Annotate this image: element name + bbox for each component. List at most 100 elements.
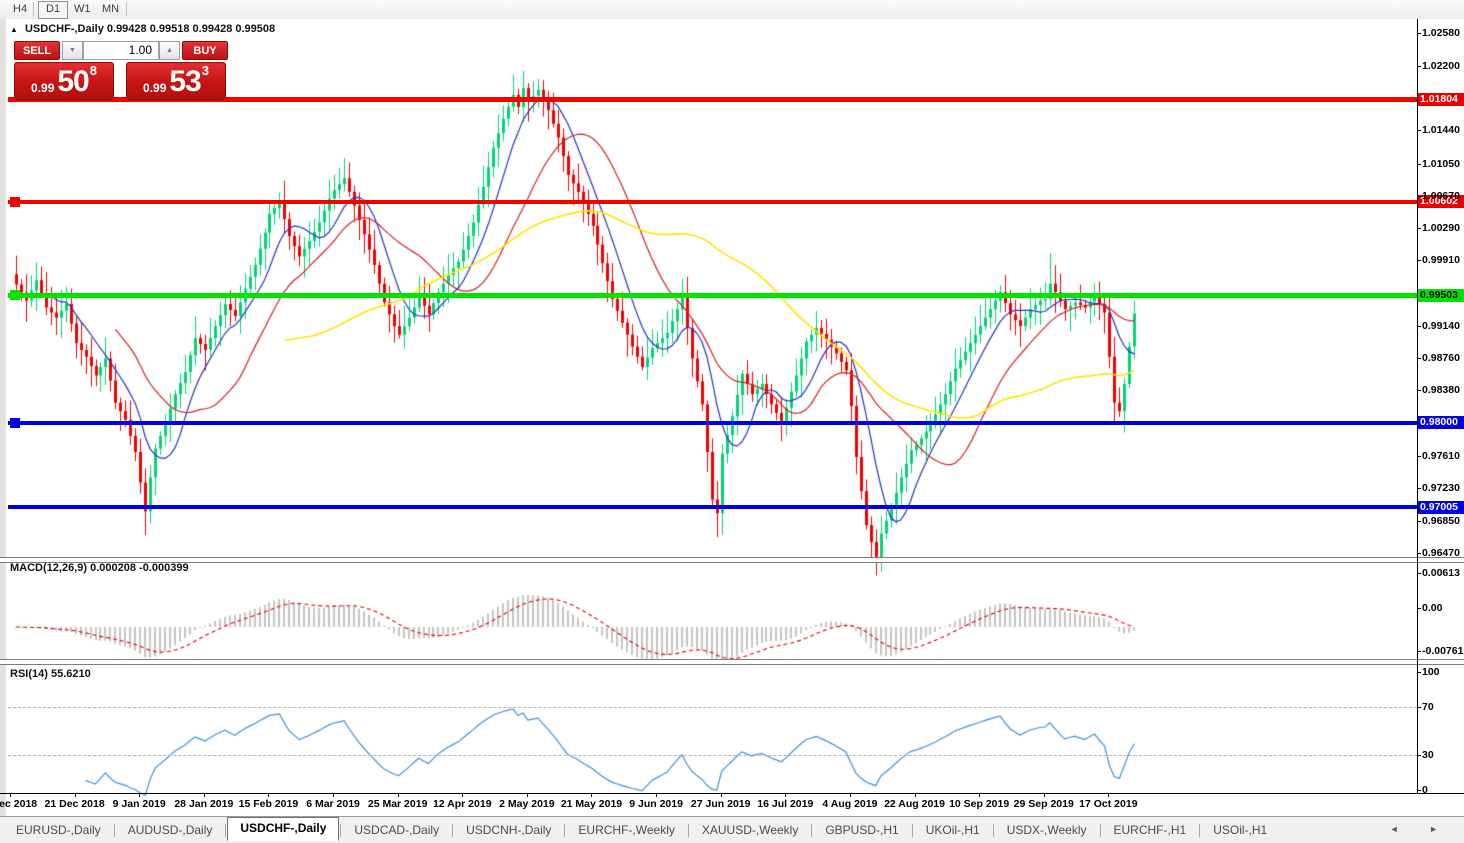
timeframe-mn-button[interactable]: MN [102, 3, 120, 15]
toolbar-separator [33, 2, 34, 16]
chart-tab-usoil-h1[interactable]: USOil-,H1 [1213, 823, 1268, 837]
macd-label: MACD(12,26,9) 0.000208 -0.000399 [10, 562, 189, 574]
tab-separator [811, 823, 813, 837]
rsi-tick-mark [1417, 672, 1421, 673]
chart-tab-usdcnh-daily[interactable]: USDCNH-,Daily [466, 823, 552, 837]
one-click-trading-panel: SELL ▼ 1.00 ▲ BUY 0.99 50 8 0.99 53 3 [14, 41, 228, 101]
timeframe-w1-button[interactable]: W1 [74, 3, 91, 15]
time-tick-label: 10 Sep 2019 [949, 798, 1010, 810]
chart-tab-usdcad-daily[interactable]: USDCAD-,Daily [354, 823, 440, 837]
chart-tab-audusd-daily[interactable]: AUDUSD-,Daily [127, 823, 213, 837]
price-level-badge: 1.01804 [1418, 92, 1464, 106]
rsi-tick-label: 100 [1422, 666, 1440, 678]
price-tick-mark [1417, 488, 1421, 490]
time-tick-mark [591, 793, 593, 797]
level-line[interactable] [8, 505, 1417, 510]
time-tick-label: 17 Oct 2019 [1079, 798, 1138, 810]
chart-tab-usdchf-daily[interactable]: USDCHF-,Daily [227, 817, 340, 841]
time-tick-label: 22 Aug 2019 [884, 798, 945, 810]
chart-tab-usdx-weekly[interactable]: USDX-,Weekly [1006, 823, 1087, 837]
sell-price-box[interactable]: 0.99 50 8 [14, 62, 114, 100]
price-tick-label: 1.00670 [1422, 189, 1460, 202]
time-tick-mark [139, 793, 141, 797]
price-tick-mark [1417, 195, 1421, 197]
level-line[interactable] [8, 96, 1417, 102]
tab-scroll-left-icon[interactable]: ◄ [1389, 824, 1413, 834]
price-level-badge: 0.98000 [1418, 416, 1464, 430]
volume-input[interactable]: 1.00 [83, 41, 159, 60]
time-tick-mark [74, 793, 76, 797]
timeframe-h4-button[interactable]: H4 [13, 3, 28, 15]
tab-scroll-right-icon[interactable]: ► [1429, 824, 1452, 834]
rsi-tick-label: 30 [1422, 748, 1434, 761]
level-line[interactable] [8, 420, 1417, 425]
macd-tick-label: 0.00 [1422, 602, 1443, 614]
tab-scroll-arrows: ◄ ► [1390, 824, 1452, 834]
price-tick-mark [1417, 520, 1421, 522]
price-tick-label: 0.96470 [1422, 546, 1460, 559]
time-tick-label: 21 Dec 2018 [44, 798, 105, 810]
chart-title: ▲ USDCHF-,Daily 0.99428 0.99518 0.99428 … [10, 23, 275, 35]
sell-button[interactable]: SELL [14, 41, 60, 60]
sell-price-main: 50 [57, 65, 89, 98]
time-tick-mark [979, 793, 981, 797]
rsi-value: 55.6210 [50, 668, 91, 680]
price-tick-label: 1.00290 [1422, 222, 1460, 235]
level-line-marker[interactable] [10, 290, 20, 300]
time-tick-mark [720, 793, 722, 797]
time-tick-mark [1043, 793, 1045, 797]
tab-separator [340, 823, 342, 837]
ohlc-close: 0.99508 [235, 23, 276, 35]
sell-price-pip: 8 [89, 63, 97, 78]
price-tick-label: 0.98760 [1422, 352, 1460, 365]
buy-button[interactable]: BUY [182, 41, 228, 60]
time-tick-label: 6 Mar 2019 [306, 798, 360, 810]
chart-tab-eurchf-h1[interactable]: EURCHF-,H1 [1113, 823, 1187, 837]
time-tick-label: 12 Apr 2019 [432, 798, 492, 810]
buy-price-box[interactable]: 0.99 53 3 [126, 62, 226, 100]
time-tick-mark [268, 793, 270, 797]
price-tick-label: 0.99140 [1422, 319, 1460, 332]
rsi-pane-resize-handle[interactable] [0, 659, 1464, 665]
price-tick-mark [1417, 65, 1421, 67]
tab-separator [452, 823, 454, 837]
volume-decrease-button[interactable]: ▼ [62, 41, 83, 60]
price-chart-canvas[interactable] [14, 38, 1423, 812]
rsi-name: RSI(14) [10, 668, 48, 680]
price-tick-mark [1417, 163, 1421, 165]
macd-tick-mark [1417, 651, 1421, 653]
tab-separator [225, 823, 227, 837]
price-tick-label: 0.96850 [1422, 514, 1460, 527]
price-tick-mark [1417, 130, 1421, 132]
timeframe-d1-button[interactable]: D1 [38, 1, 69, 19]
rsi-tick-mark [1417, 754, 1421, 756]
volume-increase-button[interactable]: ▲ [159, 41, 180, 60]
macd-tick-label: 0.00613 [1422, 567, 1460, 580]
buy-price-prefix: 0.99 [143, 81, 167, 95]
time-tick-label: 3 Dec 2018 [0, 798, 38, 810]
rsi-tick-mark [1417, 707, 1421, 709]
tab-separator [113, 823, 115, 837]
timeframe-toolbar: H4 D1 W1 MN [0, 0, 1464, 20]
level-line-marker[interactable] [10, 196, 20, 207]
price-level-badge: 1.00602 [1418, 195, 1464, 209]
time-tick-label: 15 Feb 2019 [238, 798, 299, 810]
time-tick-label: 28 Jan 2019 [174, 798, 234, 810]
level-line-marker[interactable] [10, 417, 20, 428]
price-tick-label: 1.02200 [1422, 59, 1460, 72]
chart-tab-xauusd-weekly[interactable]: XAUUSD-,Weekly [701, 823, 799, 837]
time-axis-border [0, 793, 1464, 794]
time-tick-mark [397, 793, 399, 797]
price-level-badge: 0.97005 [1418, 500, 1464, 514]
macd-tick-mark [1417, 573, 1421, 575]
chart-tab-gbpusd-h1[interactable]: GBPUSD-,H1 [825, 823, 899, 837]
level-line[interactable] [8, 292, 1417, 298]
rsi-reference-line [8, 754, 1417, 756]
chart-tab-eurusd-daily[interactable]: EURUSD-,Daily [16, 823, 101, 837]
level-line[interactable] [8, 199, 1417, 204]
time-tick-mark [333, 793, 335, 797]
macd-pane-resize-handle[interactable] [0, 557, 1464, 563]
chart-window [0, 19, 1464, 816]
chart-tab-ukoil-h1[interactable]: UKOil-,H1 [925, 823, 980, 837]
chart-tab-eurchf-weekly[interactable]: EURCHF-,Weekly [578, 823, 675, 837]
